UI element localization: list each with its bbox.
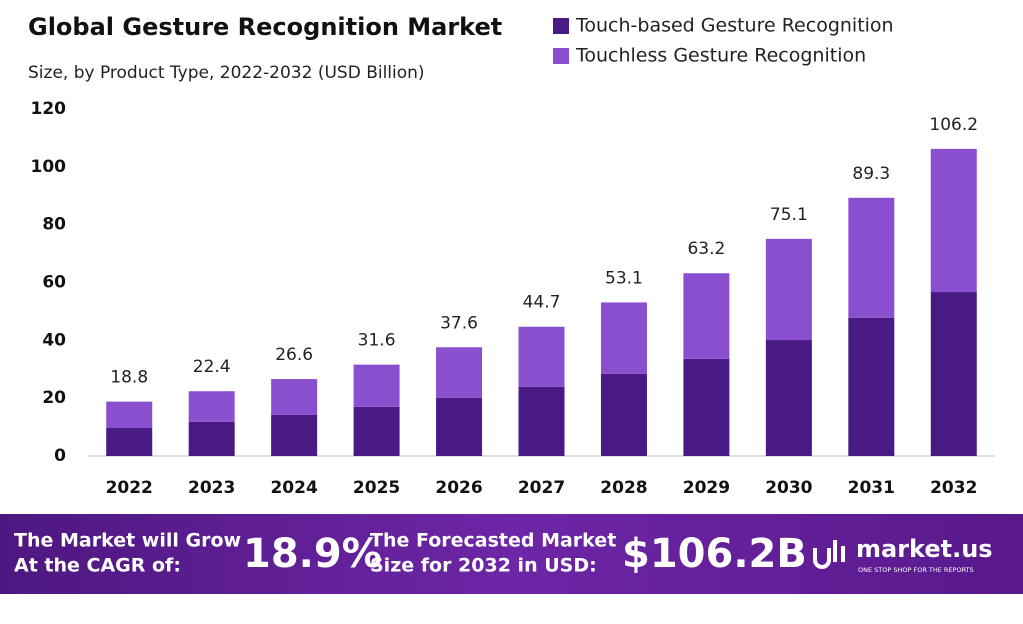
bar-segment	[765, 340, 812, 456]
bar-segment	[353, 406, 400, 456]
bar-segment	[683, 273, 730, 359]
y-tick-label: 60	[42, 273, 66, 293]
y-tick-label: 120	[31, 99, 67, 119]
x-tick-label: 2031	[848, 478, 895, 498]
footer-text: At the CAGR of:	[14, 555, 181, 577]
footer-text: The Market will Grow	[14, 530, 241, 552]
chart-title: Global Gesture Recognition Market	[28, 13, 502, 41]
x-tick-label: 2026	[435, 478, 482, 498]
bar-segment	[930, 148, 977, 293]
total-label: 26.6	[275, 345, 313, 365]
bar-segment	[106, 427, 153, 456]
brand-name: market.us	[856, 535, 993, 563]
total-label: 63.2	[687, 239, 725, 259]
x-tick-label: 2022	[106, 478, 153, 498]
bar-segment	[271, 414, 318, 456]
y-tick-label: 0	[54, 446, 66, 466]
total-label: 53.1	[605, 268, 643, 288]
bar-segment	[518, 386, 565, 456]
bar-segment	[353, 364, 400, 407]
bar-segment	[930, 292, 977, 456]
y-tick-label: 20	[42, 388, 66, 408]
bar-segment	[600, 373, 647, 456]
x-tick-label: 2028	[600, 478, 647, 498]
x-tick-label: 2025	[353, 478, 400, 498]
bar-segment	[188, 421, 235, 456]
bar-segment	[683, 358, 730, 456]
x-tick-label: 2023	[188, 478, 235, 498]
total-label: 37.6	[440, 313, 478, 333]
bar-segment	[188, 391, 235, 422]
chart-subtitle: Size, by Product Type, 2022-2032 (USD Bi…	[28, 63, 425, 83]
bar-segment	[436, 397, 483, 456]
footer-banner	[0, 514, 1023, 594]
total-label: 18.8	[110, 368, 148, 388]
footer-value: 18.9%	[243, 531, 382, 577]
total-label: 44.7	[523, 293, 561, 313]
bar-segment	[765, 238, 812, 341]
legend-swatch	[553, 48, 569, 64]
x-tick-label: 2029	[683, 478, 730, 498]
bar-segment	[848, 317, 895, 456]
total-label: 106.2	[929, 115, 978, 135]
total-label: 31.6	[358, 331, 396, 351]
bar-segment	[271, 379, 318, 415]
footer-text: Size for 2032 in USD:	[370, 555, 597, 577]
x-tick-label: 2027	[518, 478, 565, 498]
y-tick-label: 80	[42, 215, 66, 235]
brand-logo	[813, 540, 845, 569]
y-tick-label: 40	[42, 330, 66, 350]
total-label: 22.4	[193, 357, 231, 377]
bar-segment	[106, 401, 153, 428]
y-tick-label: 100	[31, 157, 67, 177]
legend-swatch	[553, 18, 569, 34]
bar-segment	[848, 197, 895, 318]
x-tick-label: 2030	[765, 478, 812, 498]
bar-segment	[600, 302, 647, 374]
total-label: 75.1	[770, 205, 808, 225]
brand-tagline: ONE STOP SHOP FOR THE REPORTS	[858, 566, 974, 574]
legend-label: Touchless Gesture Recognition	[575, 45, 866, 67]
footer-text: The Forecasted Market	[370, 530, 616, 552]
x-tick-label: 2032	[930, 478, 977, 498]
legend-label: Touch-based Gesture Recognition	[575, 15, 894, 37]
x-tick-label: 2024	[270, 478, 317, 498]
bar-segment	[518, 326, 565, 387]
total-label: 89.3	[852, 164, 890, 184]
bar-segment	[436, 347, 483, 398]
footer-value: $106.2B	[622, 531, 807, 577]
